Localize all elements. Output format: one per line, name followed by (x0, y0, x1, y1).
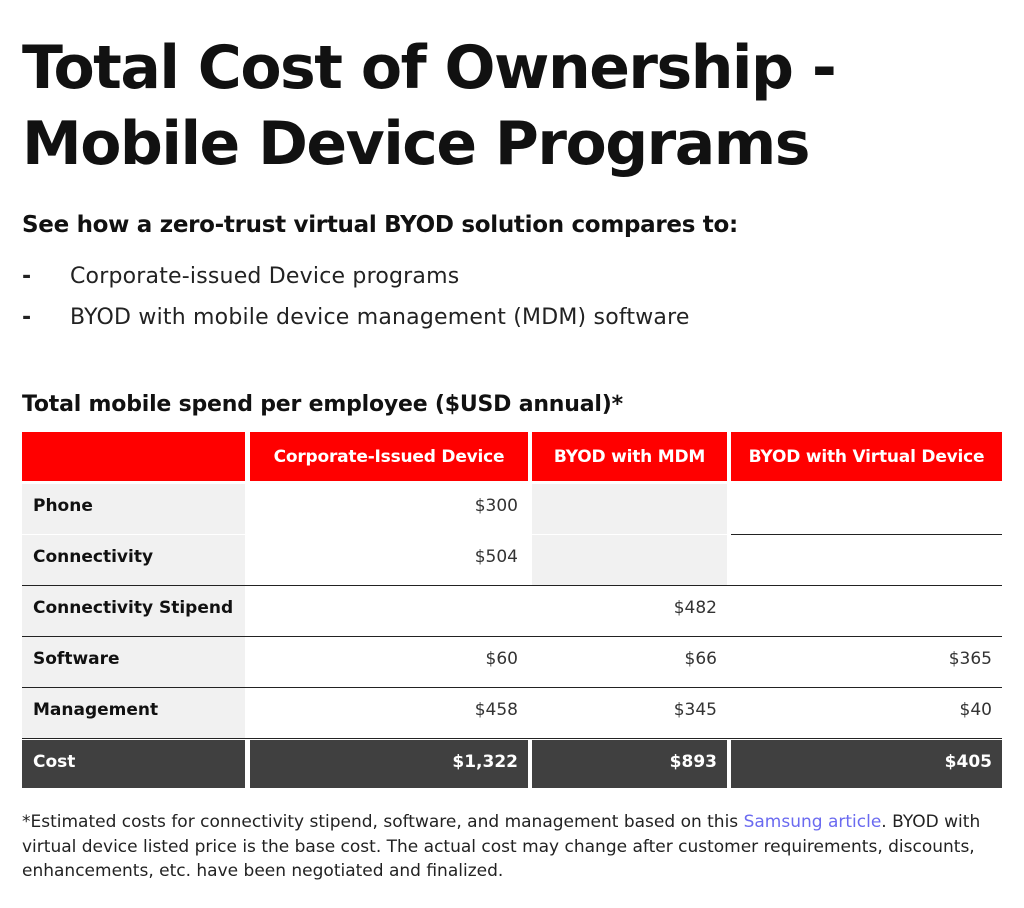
value-cell: $458 (474, 700, 518, 720)
bullet-dash: - (22, 264, 32, 289)
value-cell (532, 535, 727, 585)
header-byod-mdm: BYOD with MDM (532, 432, 727, 481)
row-divider (731, 534, 1002, 535)
row-divider (22, 687, 1002, 688)
bullet-dash: - (22, 305, 32, 330)
value-cell: $66 (684, 649, 717, 669)
page-title: Total Cost of Ownership - Mobile Device … (22, 30, 1012, 182)
total-byod-mdm: $893 (532, 740, 727, 788)
cost-table: Corporate-Issued Device BYOD with MDM BY… (22, 432, 1002, 789)
value-cell: $345 (673, 700, 717, 720)
total-row-label: Cost (22, 740, 245, 788)
value-cell: $482 (673, 598, 717, 618)
row-label-software: Software (22, 637, 245, 687)
subtitle: See how a zero-trust virtual BYOD soluti… (22, 212, 738, 238)
value-cell (250, 586, 528, 636)
table-caption: Total mobile spend per employee ($USD an… (22, 392, 623, 417)
value-cell (532, 484, 727, 534)
header-cell-empty (22, 432, 245, 481)
list-item-text: Corporate-issued Device programs (70, 264, 460, 289)
value-cell: $40 (959, 700, 992, 720)
total-byod-virtual: $405 (731, 740, 1002, 788)
header-corporate-issued: Corporate-Issued Device (250, 432, 528, 481)
title-line-1: Total Cost of Ownership - (22, 33, 837, 103)
list-item-text: BYOD with mobile device management (MDM)… (70, 305, 690, 330)
total-corporate-issued: $1,322 (250, 740, 528, 788)
samsung-article-link[interactable]: Samsung article (743, 812, 882, 832)
value-cell: $365 (948, 649, 992, 669)
value-cell: $300 (474, 496, 518, 516)
row-divider (22, 738, 1002, 739)
footnote-text-after: . BYOD with virtual device listed price … (22, 812, 981, 881)
row-divider (22, 585, 1002, 586)
footnote: *Estimated costs for connectivity stipen… (22, 810, 1002, 884)
row-label-phone: Phone (22, 484, 245, 534)
footnote-text-before: *Estimated costs for connectivity stipen… (22, 812, 744, 832)
row-label-management: Management (22, 688, 245, 738)
row-label-connectivity-stipend: Connectivity Stipend (22, 586, 245, 636)
value-cell (731, 586, 1002, 636)
value-cell (731, 484, 1002, 534)
row-divider (22, 636, 1002, 637)
value-cell: $504 (474, 547, 518, 567)
row-label-connectivity: Connectivity (22, 535, 245, 585)
header-byod-virtual: BYOD with Virtual Device (731, 432, 1002, 481)
value-cell: $60 (485, 649, 518, 669)
value-cell (731, 535, 1002, 585)
title-line-2: Mobile Device Programs (22, 109, 810, 179)
